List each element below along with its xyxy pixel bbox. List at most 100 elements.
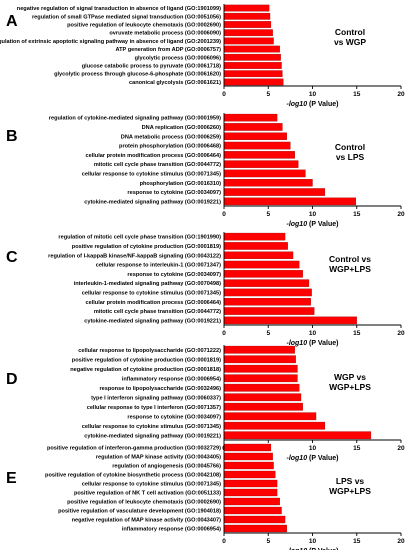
category-label: cytokine-mediated signaling pathway (GO:… [84,199,221,205]
category-label: cellular response to cytokine stimulus (… [82,424,221,430]
bar [223,160,299,168]
bar [223,21,272,28]
x-axis-label-unit: (P Value) [307,340,338,347]
bar [223,515,286,524]
category-label: positive regulation of leukocyte chemota… [67,500,221,506]
category-label: negative regulation of cytokine producti… [70,367,221,373]
category-label: cellular protein modification process (G… [85,153,221,159]
bar [223,364,298,373]
bar [223,197,357,206]
bar [223,345,295,354]
bar [223,188,326,196]
category-label: response to lipopolysaccharide (GO:00324… [99,386,221,392]
category-label: cellular response to cytokine stimulus (… [82,290,221,296]
bar [223,431,372,440]
category-label: regulation of extrinsic apoptotic signal… [0,39,221,45]
x-tick-label: 15 [353,91,361,98]
bar [223,402,303,411]
comparison-label: WGP+LPS [329,382,371,392]
panel-letter: B [6,128,18,145]
category-label: cytokine-mediated signaling pathway (GO:… [84,318,221,324]
category-label: protein phosphorylation (GO:0006468) [119,144,221,150]
category-label: cellular response to cytokine stimulus (… [82,482,221,488]
x-axis-label: -log10 (P Value) [286,101,338,108]
x-tick-label: 0 [222,211,226,218]
bar [223,62,282,69]
bar [223,178,313,187]
bar [223,12,271,20]
bar [223,393,302,402]
comparison-label: Control vs [329,254,371,264]
category-label: cellular response to lipopolysaccharide … [78,348,221,354]
x-axis-label-log: -log10 [286,340,307,347]
category-label: cellular response to cytokine stimulus (… [82,171,221,177]
bar [223,132,287,140]
x-tick-label: 20 [397,538,405,545]
x-tick-label: 20 [397,330,405,337]
x-tick-label: 10 [309,330,317,337]
comparison-label: WGP+LPS [329,264,371,274]
bar [223,113,278,122]
category-label: ovruvate metabolic process (GO:0006090) [109,31,221,37]
comparison-label: LPS vs [336,476,365,486]
category-label: negative regulation of MAP kinase activi… [72,518,222,524]
category-label: mitotic cell cycle phase transition (GO:… [94,309,221,315]
x-axis-label: -log10 (P Value) [286,455,338,462]
bar [223,251,294,259]
comparison-label: Control [335,27,365,37]
bar [223,479,278,488]
comparison-label: vs WGP [334,37,366,47]
comparison-label: Control [335,142,365,152]
category-label: positive regulation of vasculature devel… [58,509,221,515]
category-label: positive regulation of NK T cell activat… [74,491,221,497]
bar [223,45,280,53]
bar [223,452,273,461]
comparison-label: vs LPS [336,152,365,162]
category-label: positive regulation of interferon-gamma … [47,446,221,452]
category-label: mitotic cell cycle phase transition (GO:… [94,162,221,168]
bar [223,29,273,37]
bar [223,4,270,12]
bar [223,288,312,297]
bar [223,412,317,421]
bar [223,53,281,61]
category-label: inflammatory response (GO:0006954) [122,527,221,533]
category-label: regulation of MAP kinase activity (GO:00… [96,455,221,461]
x-tick-label: 20 [397,445,405,452]
panel-letter: D [6,371,18,388]
bar [223,488,278,497]
bar [223,355,296,364]
bar [223,524,287,533]
category-label: response to cytokine (GO:0034097) [127,190,221,196]
bar [223,279,310,287]
bar [223,297,311,306]
bar [223,242,288,250]
category-label: positive regulation of leukocyte chemota… [67,23,221,29]
category-label: cellular response to type I interferon (… [87,405,221,411]
x-tick-label: 0 [222,91,226,98]
bar [223,461,274,470]
bar [223,141,291,150]
category-label: cellular response to interleukin-1 (GO:0… [96,263,221,269]
x-axis-label: -log10 (P Value) [286,340,338,347]
category-label: response to cytokine (GO:0034097) [127,272,221,278]
category-label: ATP generation from ADP (GO:0006757) [116,47,222,53]
bar [223,37,274,45]
panel-letter: C [6,249,18,266]
category-label: interleukin-1-mediated signaling pathway… [74,281,221,287]
bar [223,497,280,506]
category-label: regulation of small GTPase mediated sign… [32,14,221,20]
bar [223,506,282,515]
category-label: phosphorylation (GO:0016310) [140,181,222,187]
bar [223,421,326,430]
comparison-label: WGP vs [334,372,366,382]
category-label: canonical glycolysis (GO:0061621) [129,80,221,86]
bar [223,316,357,325]
category-label: regulation of I-kappaB kinase/NF-kappaB … [48,253,221,259]
x-tick-label: 15 [353,538,361,545]
x-axis-label-unit: (P Value) [307,455,338,462]
category-label: glycolytic process through glucose-6-pho… [54,72,221,78]
category-label: negative regulation of signal transducti… [17,6,221,12]
x-axis-label: -log10 (P Value) [286,221,338,228]
category-label: glycolytic process (GO:0006096) [135,55,222,61]
